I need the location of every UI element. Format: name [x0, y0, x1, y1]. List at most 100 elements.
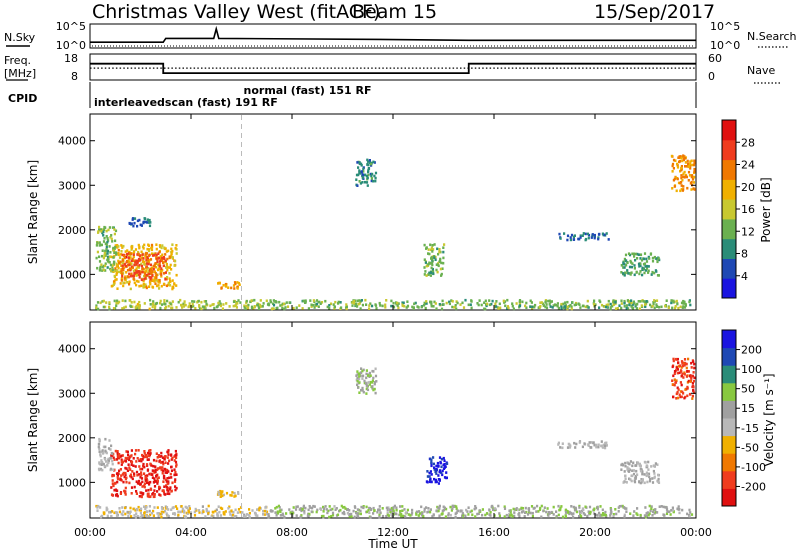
data-cell [116, 299, 119, 303]
data-cell [132, 457, 135, 460]
data-cell [95, 244, 98, 247]
data-cell [678, 365, 681, 368]
data-cell [633, 480, 637, 484]
data-cell [122, 510, 125, 513]
data-cell [141, 270, 144, 274]
data-cell [175, 273, 178, 277]
data-cell [170, 268, 173, 271]
data-cell [121, 259, 124, 262]
data-cell [298, 304, 301, 307]
data-cell [136, 259, 139, 263]
data-cell [633, 302, 636, 305]
data-cell [348, 509, 351, 512]
data-cell [559, 508, 562, 512]
data-cell [672, 359, 675, 363]
data-cell [620, 302, 623, 305]
data-cell [129, 274, 132, 278]
data-cell [115, 273, 118, 276]
data-cell [542, 509, 545, 513]
data-cell [679, 169, 682, 173]
data-cell [367, 170, 370, 174]
data-cell [111, 510, 114, 513]
data-cell [430, 302, 433, 306]
data-cell [111, 462, 114, 466]
data-cell [121, 264, 124, 267]
data-cell [114, 449, 117, 453]
x-tick-label: 16:00 [478, 526, 510, 539]
data-cell [570, 505, 573, 508]
data-cell [456, 509, 459, 513]
data-cell [414, 301, 417, 305]
data-cell [131, 477, 134, 481]
data-cell [612, 303, 615, 306]
data-cell [438, 504, 441, 508]
data-cell [448, 302, 451, 306]
data-cell [167, 453, 170, 456]
data-cell [600, 440, 603, 443]
data-cell [106, 249, 110, 253]
data-cell [141, 453, 144, 457]
data-cell [320, 301, 324, 304]
data-cell [686, 159, 689, 163]
data-cell [638, 464, 641, 467]
data-cell [117, 252, 120, 255]
data-cell [690, 159, 693, 163]
data-cell [131, 470, 134, 473]
data-cell [286, 305, 290, 308]
data-cell [160, 284, 163, 288]
data-cell [127, 514, 130, 518]
data-cell [548, 302, 551, 306]
data-cell [372, 388, 375, 392]
data-cell [440, 261, 443, 265]
data-cell [495, 300, 498, 303]
data-cell [228, 510, 231, 514]
data-cell [222, 512, 225, 516]
data-cell [387, 514, 390, 517]
data-cell [432, 462, 435, 466]
data-cell [653, 271, 656, 275]
data-cell [340, 504, 343, 508]
data-cell [376, 510, 379, 514]
data-cell [189, 511, 193, 514]
data-cell [147, 481, 150, 485]
data-cell [423, 258, 426, 261]
data-cell [202, 510, 205, 513]
data-cell [171, 456, 174, 460]
data-cell [688, 300, 691, 304]
data-cell [430, 300, 433, 304]
data-cell [334, 508, 337, 511]
data-cell [653, 255, 656, 259]
data-cell [633, 255, 636, 258]
data-cell [593, 443, 596, 447]
data-cell [346, 512, 349, 515]
colorbar-tick-label: 50 [741, 383, 755, 396]
data-cell [115, 278, 118, 281]
data-cell [680, 181, 683, 184]
data-cell [127, 263, 130, 267]
data-cell [531, 305, 534, 309]
data-cell [264, 506, 267, 509]
data-cell [175, 284, 178, 287]
data-cell [104, 254, 107, 257]
data-cell [148, 449, 151, 452]
data-cell [107, 447, 111, 450]
data-cell [561, 515, 565, 519]
data-cell [125, 255, 128, 259]
data-cell [381, 304, 384, 308]
data-cell [443, 466, 446, 469]
data-cell [171, 243, 174, 246]
data-cell [524, 506, 527, 510]
data-cell [140, 507, 143, 511]
data-cell [684, 388, 687, 391]
data-cell [160, 258, 163, 262]
data-cell [690, 361, 693, 365]
data-cell [289, 511, 292, 514]
data-cell [114, 267, 117, 270]
data-cell [262, 302, 265, 305]
data-cell [438, 303, 441, 306]
data-cell [366, 388, 370, 392]
data-cell [548, 511, 551, 514]
data-cell [203, 306, 206, 309]
data-cell [591, 234, 594, 238]
data-cell [115, 244, 118, 247]
